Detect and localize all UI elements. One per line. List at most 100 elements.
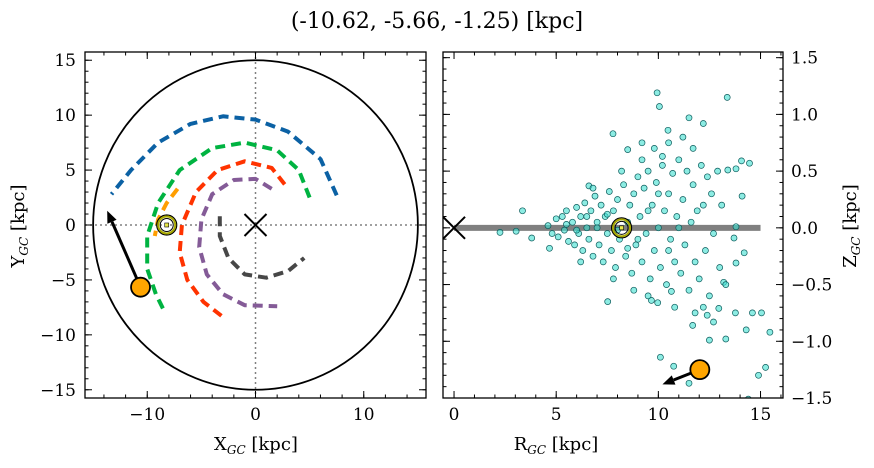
scatter-point — [614, 196, 621, 203]
scatter-point — [738, 157, 745, 165]
scatter-point — [742, 326, 750, 334]
scatter-point — [593, 218, 601, 226]
scatter-point — [528, 234, 536, 242]
scatter-point — [583, 213, 591, 220]
scatter-point — [587, 207, 595, 215]
scatter-point — [708, 190, 715, 198]
scatter-point — [699, 120, 707, 127]
scatter-point — [644, 207, 652, 215]
galactic-center-cross — [443, 216, 466, 240]
y-tick-label: 1.5 — [791, 49, 818, 69]
scatter-point — [583, 224, 591, 232]
scatter-point — [634, 173, 642, 181]
x-tick-label: −10 — [129, 405, 165, 425]
scatter-point — [657, 353, 664, 361]
scatter-point — [618, 167, 625, 175]
target-star-marker — [130, 276, 151, 298]
scatter-point — [716, 264, 724, 271]
scatter-point — [640, 184, 648, 192]
scatter-point — [599, 258, 607, 266]
scatter-point — [668, 288, 675, 295]
scatter-point — [519, 207, 526, 215]
sun-outer-ring — [156, 214, 178, 236]
scatter-point — [569, 218, 576, 226]
scatter-point — [638, 156, 646, 164]
scatter-point — [496, 229, 504, 236]
scatter-point — [724, 166, 732, 174]
right-panel-rz: 0 5 10 15 −1.5 −1.0 −0.5 0.0 0.5 1.0 1.5 RGC [kpc] Z… — [442, 49, 863, 457]
scatter-point — [755, 371, 762, 379]
scatter-point — [597, 201, 605, 209]
velocity-arrow-head — [107, 210, 117, 224]
scatter-point — [648, 201, 656, 209]
scatter-point — [661, 207, 668, 215]
scatter-point — [644, 292, 652, 300]
scatter-point — [671, 303, 679, 311]
scatter-point — [706, 292, 713, 300]
scatter-point — [605, 188, 613, 195]
y-tick-label: −5 — [51, 271, 76, 291]
left-panel-xy: −10 0 10 −15 −10 −5 0 5 10 15 XGC [kpc] YGC [kpc] — [8, 51, 427, 457]
scatter-point — [732, 165, 740, 173]
scatter-point — [548, 230, 556, 237]
scatter-point — [581, 199, 589, 207]
y-tick-label: 0.0 — [791, 219, 818, 239]
scatter-point — [659, 153, 666, 160]
scatter-point — [715, 305, 723, 312]
scatter-point — [732, 223, 740, 231]
scatter-point — [573, 204, 580, 211]
scatter-point — [652, 179, 660, 186]
scatter-point — [689, 322, 697, 329]
y-tick-label: −1.5 — [791, 389, 832, 409]
scatter-point — [681, 241, 689, 249]
scatter-point — [667, 235, 674, 243]
orbit-dashed-curve — [109, 114, 339, 197]
boundary-circle — [92, 59, 419, 391]
scatter-point — [758, 309, 765, 317]
scatter-point — [695, 275, 703, 283]
scatter-point — [630, 190, 638, 198]
scatter-point — [632, 241, 640, 249]
scatter-point — [610, 207, 617, 215]
sun-center — [619, 225, 624, 231]
scatter-point — [677, 269, 685, 277]
orbit-dashed-curve — [177, 159, 287, 318]
scatter-point — [702, 247, 709, 254]
scatter-point — [512, 227, 520, 235]
scatter-point — [558, 213, 566, 220]
velocity-arrow-head — [662, 375, 676, 385]
scatter-point — [679, 133, 687, 141]
scatter-point — [579, 247, 587, 254]
scatter-point — [638, 139, 646, 147]
scatter-point — [655, 224, 662, 232]
scatter-point — [723, 94, 731, 101]
scatter-point — [561, 226, 568, 234]
scatter-point — [604, 298, 612, 305]
scatter-point — [644, 167, 652, 175]
scatter-point — [673, 213, 681, 220]
x-tick-label: 0 — [449, 405, 460, 425]
y-tick-label: 15 — [54, 51, 76, 71]
plot-area — [443, 89, 774, 398]
scatter-point — [710, 318, 717, 326]
scatter-point — [703, 311, 711, 319]
scatter-point — [554, 233, 562, 241]
scatter-point — [714, 167, 721, 175]
scatter-point — [691, 258, 699, 266]
y-tick-label: −15 — [40, 381, 76, 401]
scatter-point — [685, 114, 693, 122]
scatter-point — [589, 252, 597, 260]
scatter-point — [745, 395, 752, 398]
y-tick-label: −10 — [40, 326, 76, 346]
orbit-dashed-curve — [152, 187, 180, 237]
scatter-point — [642, 230, 650, 237]
scatter-point — [609, 130, 617, 138]
scatter-point — [693, 207, 701, 215]
y-axis-label: YGC [kpc] — [8, 185, 31, 269]
sun-ring — [612, 218, 632, 238]
scatter-point — [683, 167, 691, 175]
y-tick-label: 0 — [65, 216, 76, 236]
scatter-point — [650, 145, 658, 152]
scatter-point — [706, 336, 713, 344]
x-tick-label: 5 — [551, 405, 562, 425]
